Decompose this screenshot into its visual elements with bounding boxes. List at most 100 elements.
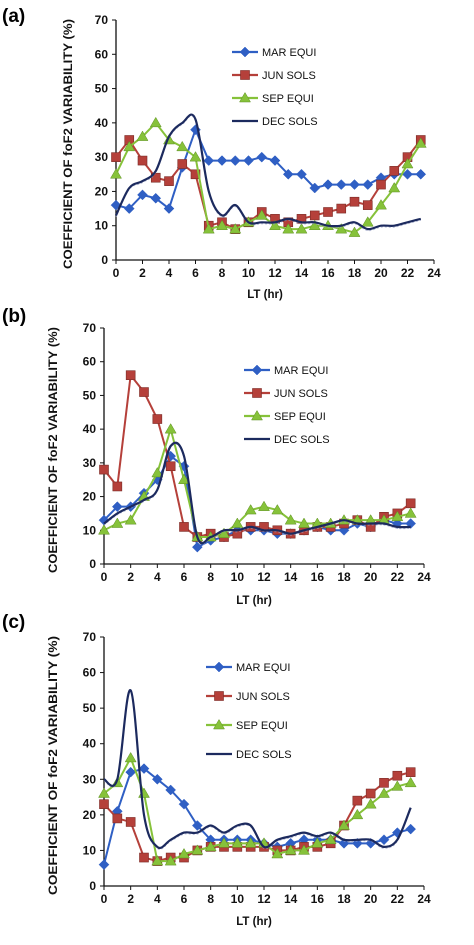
legend-label: JUN SOLS bbox=[274, 388, 328, 400]
legend-item: SEP EQUI bbox=[232, 92, 314, 105]
legend-label: SEP EQUI bbox=[262, 93, 314, 105]
legend-item: DEC SOLS bbox=[232, 116, 318, 128]
panel-b-letter: (b) bbox=[2, 306, 26, 327]
data-point bbox=[271, 847, 284, 859]
data-point bbox=[375, 199, 387, 210]
data-point bbox=[138, 763, 150, 774]
legend-label: SEP EQUI bbox=[236, 720, 288, 732]
legend-swatch-marker bbox=[240, 70, 250, 80]
data-point bbox=[391, 780, 404, 791]
data-point bbox=[296, 168, 307, 180]
series-line bbox=[103, 767, 411, 865]
legend-label: DEC SOLS bbox=[262, 116, 318, 128]
x-axis-label: LT (hr) bbox=[247, 289, 283, 301]
data-point bbox=[365, 788, 376, 799]
data-point bbox=[191, 844, 204, 855]
x-tick-label: 6 bbox=[181, 892, 188, 906]
data-point bbox=[177, 159, 188, 169]
data-point bbox=[295, 223, 308, 234]
x-tick-label: 20 bbox=[364, 892, 378, 906]
x-tick-label: 12 bbox=[268, 266, 282, 280]
data-point bbox=[124, 751, 137, 763]
series-line bbox=[115, 121, 422, 234]
series-line bbox=[103, 454, 411, 549]
data-point bbox=[164, 855, 177, 866]
data-point bbox=[176, 140, 189, 152]
x-tick-label: 22 bbox=[391, 570, 405, 584]
data-point bbox=[139, 852, 149, 863]
data-point bbox=[269, 219, 281, 230]
data-point bbox=[124, 514, 137, 525]
legend-item: SEP EQUI bbox=[244, 410, 326, 423]
x-tick-label: 10 bbox=[242, 266, 256, 280]
data-point bbox=[308, 219, 321, 230]
data-point bbox=[189, 151, 202, 162]
data-point bbox=[164, 176, 174, 186]
data-point bbox=[282, 223, 295, 234]
data-point bbox=[123, 140, 136, 152]
data-point bbox=[137, 155, 148, 166]
y-tick-label: 40 bbox=[95, 116, 109, 130]
y-tick-label: 20 bbox=[83, 808, 97, 822]
legend-item: JUN SOLS bbox=[232, 70, 316, 82]
x-tick-label: 2 bbox=[127, 570, 134, 584]
data-point bbox=[309, 210, 320, 221]
data-point bbox=[151, 773, 163, 785]
x-tick-label: 8 bbox=[219, 266, 226, 280]
x-tick-label: 8 bbox=[207, 892, 214, 906]
data-point bbox=[112, 481, 123, 492]
y-tick-label: 0 bbox=[89, 557, 96, 571]
series-line bbox=[103, 372, 412, 539]
data-point bbox=[309, 182, 321, 194]
y-tick-label: 60 bbox=[95, 47, 109, 61]
data-point bbox=[202, 223, 215, 234]
data-point bbox=[311, 837, 324, 848]
x-tick-label: 14 bbox=[284, 570, 298, 584]
data-point bbox=[405, 823, 417, 835]
data-point bbox=[136, 130, 149, 141]
data-point bbox=[163, 203, 175, 214]
x-tick-label: 0 bbox=[101, 570, 108, 584]
series-dec-sols bbox=[103, 689, 412, 850]
series-mar-equi bbox=[110, 124, 427, 214]
x-tick-label: 24 bbox=[417, 570, 431, 584]
data-point bbox=[405, 767, 416, 777]
data-point bbox=[112, 813, 123, 824]
data-point bbox=[216, 219, 228, 230]
legend-label: SEP EQUI bbox=[274, 411, 326, 423]
legend-item: MAR EQUI bbox=[244, 364, 328, 377]
data-point bbox=[125, 370, 136, 381]
data-point bbox=[111, 517, 124, 528]
data-point bbox=[338, 819, 350, 830]
data-point bbox=[389, 166, 400, 176]
y-tick-label: 20 bbox=[83, 490, 97, 504]
y-tick-label: 20 bbox=[95, 184, 109, 198]
data-point bbox=[348, 226, 361, 237]
data-point bbox=[282, 168, 294, 180]
data-point bbox=[110, 168, 122, 179]
data-point bbox=[244, 504, 257, 515]
x-tick-label: 2 bbox=[127, 892, 134, 906]
data-point bbox=[402, 168, 413, 180]
legend-item: DEC SOLS bbox=[244, 434, 330, 446]
series-line bbox=[103, 441, 411, 545]
data-point bbox=[125, 817, 136, 827]
y-tick-label: 0 bbox=[89, 879, 96, 893]
data-point bbox=[165, 784, 177, 796]
data-point bbox=[231, 837, 244, 848]
data-point bbox=[229, 223, 242, 234]
legend-swatch-marker bbox=[251, 364, 263, 376]
data-point bbox=[191, 820, 203, 831]
data-point bbox=[98, 859, 110, 871]
data-point bbox=[284, 514, 297, 525]
series-line bbox=[115, 126, 421, 211]
x-tick-label: 10 bbox=[231, 892, 245, 906]
data-point bbox=[335, 179, 347, 190]
legend-item: DEC SOLS bbox=[206, 749, 292, 761]
series-jun-sols bbox=[111, 135, 426, 234]
legend-swatch-marker bbox=[252, 388, 262, 398]
x-tick-label: 8 bbox=[207, 570, 214, 584]
y-tick-label: 10 bbox=[83, 523, 97, 537]
